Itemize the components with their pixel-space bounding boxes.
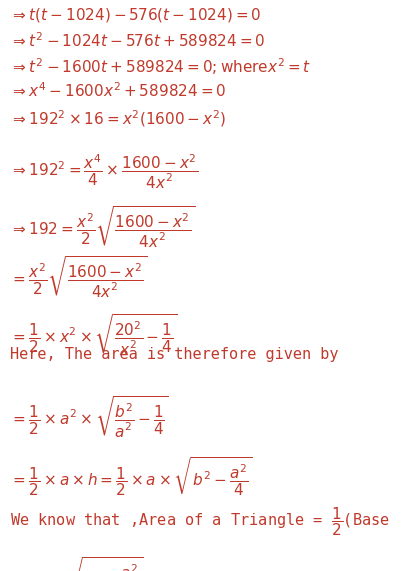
Text: $\Rightarrow 192^2\times 16=x^2(1600-x^2)$: $\Rightarrow 192^2\times 16=x^2(1600-x^2… xyxy=(10,108,226,128)
Text: $=\dfrac{x^2}{2}\sqrt{\dfrac{1600-x^2}{4x^2}}$: $=\dfrac{x^2}{2}\sqrt{\dfrac{1600-x^2}{4… xyxy=(10,255,147,300)
Text: $\Rightarrow t^2-1600t+589824=0;\mathrm{where}x^2=t$: $\Rightarrow t^2-1600t+589824=0;\mathrm{… xyxy=(10,56,311,77)
Text: $\Rightarrow t^2-1024t-576t+589824=0$: $\Rightarrow t^2-1024t-576t+589824=0$ xyxy=(10,31,266,50)
Text: $=\dfrac{1}{2}\times a\times h=\dfrac{1}{2}\times a\times\sqrt{b^2-\dfrac{a^2}{4: $=\dfrac{1}{2}\times a\times h=\dfrac{1}… xyxy=(10,455,252,498)
Text: $\Rightarrow x^4-1600x^2+589824=0$: $\Rightarrow x^4-1600x^2+589824=0$ xyxy=(10,81,226,100)
Text: $So,h=\sqrt{b^2-\dfrac{a^2}{4}}$: $So,h=\sqrt{b^2-\dfrac{a^2}{4}}$ xyxy=(10,555,144,571)
Text: We know that ,Area of a Triangle = $\dfrac{1}{2}$(Base  ×Height): We know that ,Area of a Triangle = $\dfr… xyxy=(10,505,408,538)
Text: $=\dfrac{1}{2}\times x^2\times\sqrt{\dfrac{20^2}{x^2}-\dfrac{1}{4}}$: $=\dfrac{1}{2}\times x^2\times\sqrt{\dfr… xyxy=(10,313,177,359)
Text: Here, The area is therefore given by: Here, The area is therefore given by xyxy=(10,347,339,362)
Text: $\Rightarrow t(t-1024)-576(t-1024)=0$: $\Rightarrow t(t-1024)-576(t-1024)=0$ xyxy=(10,6,262,24)
Text: $\Rightarrow 192=\dfrac{x^2}{2}\sqrt{\dfrac{1600-x^2}{4x^2}}$: $\Rightarrow 192=\dfrac{x^2}{2}\sqrt{\df… xyxy=(10,205,195,250)
Text: $\Rightarrow 192^2=\dfrac{x^4}{4}\times\dfrac{1600-x^2}{4x^2}$: $\Rightarrow 192^2=\dfrac{x^4}{4}\times\… xyxy=(10,153,198,191)
Text: $=\dfrac{1}{2}\times a^2\times\sqrt{\dfrac{b^2}{a^2}-\dfrac{1}{4}}$: $=\dfrac{1}{2}\times a^2\times\sqrt{\dfr… xyxy=(10,395,169,440)
